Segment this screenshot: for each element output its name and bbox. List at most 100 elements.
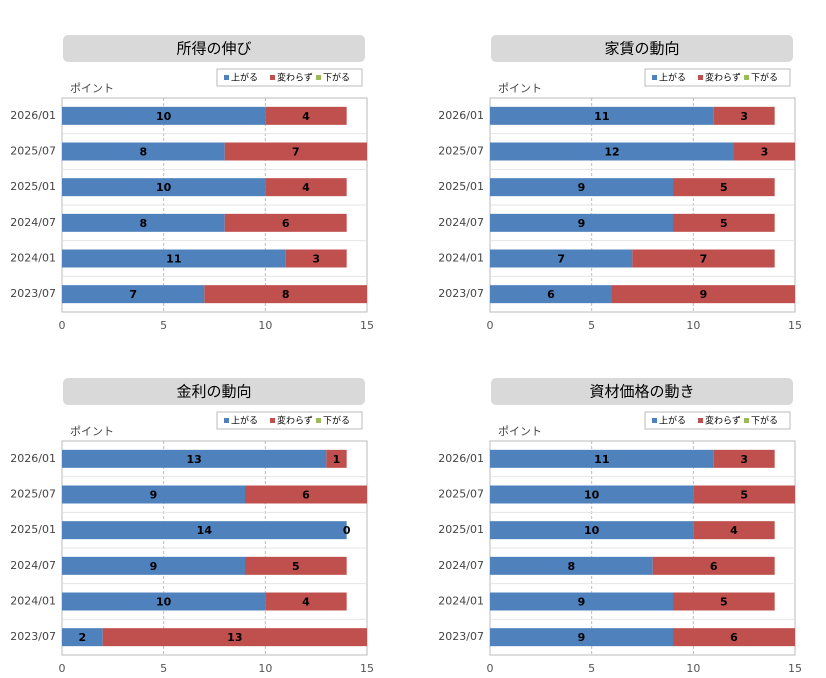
bar-segment [204,285,367,304]
bar-segment [285,249,347,268]
value-label: 0 [343,524,351,537]
bar-segment [62,521,347,540]
x-tick-label: 10 [686,319,700,332]
bar-segment [102,628,368,647]
value-label: 3 [312,253,320,266]
y-tick-label: 2026/01 [10,109,56,122]
value-label: 5 [720,596,728,609]
legend-swatch [316,75,321,80]
legend-label: 変わらず [277,72,313,84]
x-tick-label: 10 [686,662,700,674]
title-bar [491,35,793,62]
legend-label: 上がる [659,72,686,84]
value-label: 9 [150,489,158,502]
value-label: 6 [282,217,290,230]
value-label: 4 [302,110,310,123]
value-label: 11 [594,110,609,123]
y-tick-label: 2024/01 [10,252,56,265]
legend-swatch [652,418,657,423]
chart-title: 所得の伸び [176,40,251,58]
value-label: 9 [578,181,586,194]
value-label: 10 [156,596,172,609]
y-tick-label: 2024/01 [10,595,56,608]
x-tick-label: 10 [258,662,272,674]
y-tick-label: 2024/07 [10,216,56,229]
bar-segment [490,213,673,232]
title-bar [491,378,793,405]
y-tick-label: 2025/01 [438,523,484,536]
y-tick-label: 2024/07 [10,559,56,572]
bar-segment [693,485,795,504]
value-label: 5 [292,560,300,573]
bar-segment [224,142,367,161]
title-bar [63,378,365,405]
legend-swatch [652,75,657,80]
value-label: 13 [187,453,202,466]
y-tick-label: 2024/01 [438,252,484,265]
axis-label: ポイント [70,425,114,438]
value-label: 9 [150,560,158,573]
value-label: 11 [166,253,181,266]
value-label: 7 [557,253,565,266]
legend-label: 下がる [323,72,350,84]
legend-swatch [744,418,749,423]
value-label: 8 [140,217,148,230]
axis-label: ポイント [70,82,114,95]
value-label: 9 [578,596,586,609]
bar-segment [62,592,266,611]
y-tick-label: 2025/01 [438,180,484,193]
value-label: 4 [730,524,738,537]
chart-title: 資材価格の動き [589,383,694,401]
value-label: 2 [79,631,87,644]
value-label: 7 [129,288,137,301]
bar-segment [490,628,673,647]
bar-segment [490,449,714,468]
bar-segment [673,178,775,197]
chart-title: 家賃の動向 [604,40,679,58]
x-tick-label: 0 [487,319,494,332]
y-tick-label: 2025/07 [10,488,56,501]
bar-segment [62,285,205,304]
value-label: 13 [227,631,242,644]
y-tick-label: 2023/07 [10,287,56,300]
legend-label: 変わらず [277,415,313,427]
value-label: 5 [740,489,748,502]
x-tick-label: 0 [487,662,494,674]
value-label: 8 [282,288,290,301]
value-label: 6 [547,288,555,301]
bar-segment [490,142,734,161]
value-label: 6 [710,560,718,573]
legend-swatch [698,75,703,80]
value-label: 6 [302,489,310,502]
legend-swatch [224,418,229,423]
bar-segment [245,485,367,504]
legend-label: 上がる [659,415,686,427]
legend-swatch [698,418,703,423]
legend-box [644,68,791,87]
bar-segment [265,106,347,125]
legend-swatch [316,418,321,423]
bar-segment [62,249,286,268]
bar-segment [245,556,347,575]
legend-box [216,411,363,430]
value-label: 4 [302,181,310,194]
bar-segment [62,628,103,647]
value-label: 10 [584,524,600,537]
bar-segment [265,592,347,611]
value-label: 5 [720,181,728,194]
legend-label: 下がる [323,415,350,427]
bar-segment [490,556,653,575]
y-tick-label: 2025/07 [10,145,56,158]
bar-segment [62,449,327,468]
y-tick-label: 2024/07 [438,559,484,572]
value-label: 3 [740,110,748,123]
legend-label: 上がる [231,72,258,84]
legend-swatch [224,75,229,80]
bar-segment [490,249,633,268]
y-tick-label: 2023/07 [10,630,56,643]
bar-segment [490,485,694,504]
bar-segment [713,449,775,468]
bar-segment [673,592,775,611]
legend-box [216,68,363,87]
